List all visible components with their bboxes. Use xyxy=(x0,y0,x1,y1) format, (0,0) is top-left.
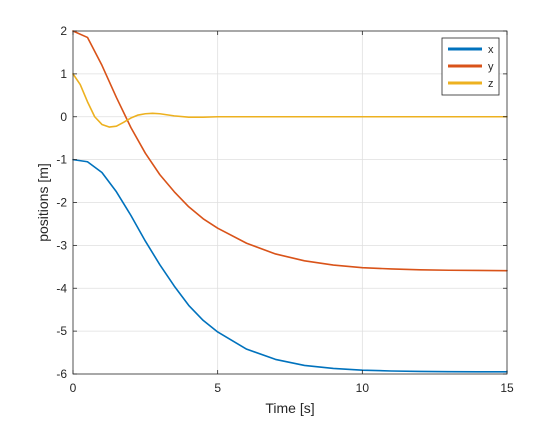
series-line-x xyxy=(72,158,508,373)
y-tick-label: 1 xyxy=(60,67,67,81)
y-tick-label: -2 xyxy=(56,196,67,210)
y-tick-label: -4 xyxy=(56,281,67,295)
y-tick-label: 0 xyxy=(60,110,67,124)
y-axis-label: positions [m] xyxy=(35,163,51,242)
series-layer xyxy=(72,30,508,373)
x-tick-label: 10 xyxy=(356,381,370,395)
x-tick-label: 5 xyxy=(214,381,221,395)
y-tick-label: -5 xyxy=(56,324,67,338)
x-tick-label: 15 xyxy=(500,381,514,395)
legend: xyz xyxy=(441,37,500,96)
series-line-z xyxy=(72,73,508,128)
series-line-y xyxy=(72,30,508,272)
y-tick-label: -6 xyxy=(56,367,67,381)
y-tick-label: -1 xyxy=(56,153,67,167)
y-tick-label: 2 xyxy=(60,24,67,38)
legend-label-z: z xyxy=(488,78,494,90)
y-tick-label: -3 xyxy=(56,238,67,252)
legend-label-x: x xyxy=(488,44,494,56)
x-tick-label: 0 xyxy=(70,381,77,395)
x-axis-label: Time [s] xyxy=(265,400,314,416)
legend-label-y: y xyxy=(488,61,494,73)
